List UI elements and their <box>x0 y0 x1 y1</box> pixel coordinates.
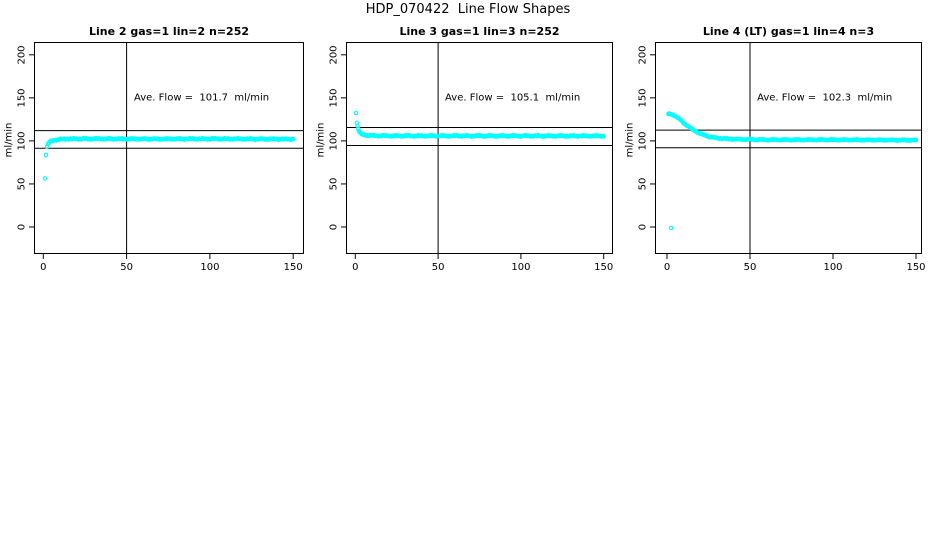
x-tick-label: 50 <box>743 262 757 273</box>
y-tick-label: 150 <box>328 88 340 108</box>
ave-flow-annotation: Ave. Flow = 105.1 ml/min <box>445 92 581 104</box>
data-point <box>356 126 361 132</box>
data-point <box>43 152 49 158</box>
plot-panel-1 <box>29 42 304 259</box>
plot-title: Line 2 gas=1 lin=2 n=252 <box>88 25 250 38</box>
x-tick-label: 0 <box>40 262 47 273</box>
x-tick-label: 150 <box>906 262 926 273</box>
x-tick-label: 100 <box>823 262 843 273</box>
x-tick-label: 100 <box>200 262 220 273</box>
x-axis <box>42 253 294 259</box>
data-points <box>42 135 296 181</box>
data-point <box>601 134 606 139</box>
y-tick-label: 200 <box>637 45 649 65</box>
y-tick-label: 150 <box>16 88 28 108</box>
figure-title: HDP_070422 Line Flow Shapes <box>365 2 571 17</box>
x-axis <box>354 253 605 259</box>
data-points <box>353 110 606 139</box>
x-tick-label: 50 <box>120 262 133 273</box>
x-tick-label: 0 <box>352 262 359 273</box>
x-tick-label: 150 <box>283 262 303 273</box>
y-axis <box>29 54 35 228</box>
y-tick-label: 0 <box>16 223 28 231</box>
y-tick-label: 100 <box>637 131 649 151</box>
data-point <box>290 136 296 142</box>
y-axis-label: ml/min <box>624 122 636 158</box>
y-axis <box>341 54 347 228</box>
plot-panel-2 <box>341 42 613 259</box>
y-tick-label: 0 <box>328 223 340 231</box>
y-tick-label: 100 <box>16 131 28 151</box>
data-point <box>353 110 359 116</box>
y-tick-label: 50 <box>16 177 28 191</box>
y-axis <box>650 54 656 228</box>
data-point <box>668 225 674 231</box>
y-tick-label: 0 <box>637 223 649 231</box>
y-tick-label: 200 <box>328 45 340 65</box>
plot-title: Line 3 gas=1 lin=3 n=252 <box>399 25 560 38</box>
x-tick-label: 100 <box>511 262 531 273</box>
plot-title: Line 4 (LT) gas=1 lin=4 n=3 <box>702 25 875 38</box>
y-tick-label: 200 <box>16 45 28 65</box>
y-tick-label: 50 <box>328 177 340 191</box>
y-axis-label: ml/min <box>3 122 15 158</box>
data-point <box>913 137 919 143</box>
x-tick-label: 150 <box>594 262 614 273</box>
y-tick-label: 50 <box>637 177 649 191</box>
plot-box <box>346 42 613 254</box>
y-tick-label: 150 <box>637 88 649 108</box>
data-points <box>666 111 919 231</box>
x-tick-label: 50 <box>431 262 445 273</box>
y-tick-label: 100 <box>328 131 340 151</box>
ave-flow-annotation: Ave. Flow = 101.7 ml/min <box>133 92 270 104</box>
x-axis <box>666 253 917 259</box>
x-tick-label: 0 <box>663 262 671 273</box>
data-point <box>42 176 48 181</box>
plot-panel-3 <box>650 42 922 259</box>
y-axis-label: ml/min <box>315 122 327 158</box>
ave-flow-annotation: Ave. Flow = 102.3 ml/min <box>757 92 893 104</box>
